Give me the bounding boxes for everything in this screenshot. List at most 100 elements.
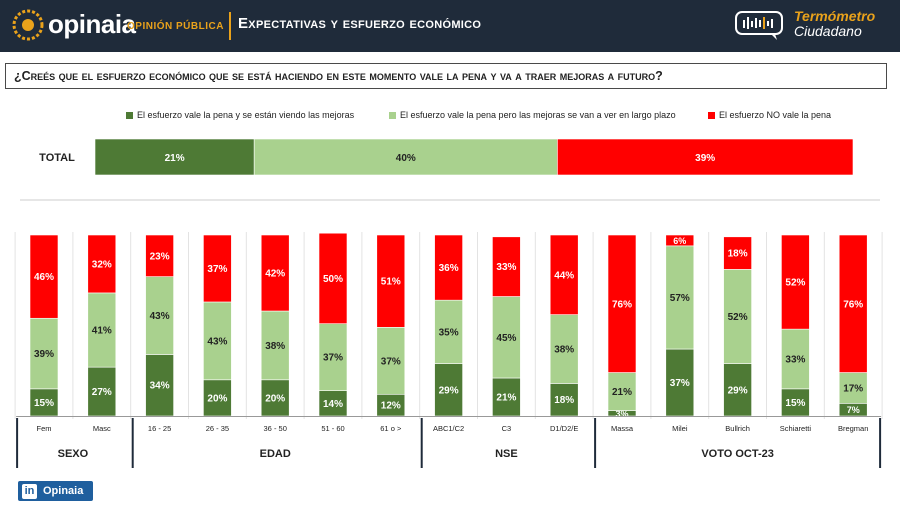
- legend-label-3: El esfuerzo NO vale la pena: [719, 110, 832, 120]
- total-bar-segment-1: [94, 138, 255, 176]
- category-label: 36 - 50: [264, 424, 287, 433]
- question-text: ¿Creés que el esfuerzo económico que se …: [14, 69, 663, 83]
- data-label-3-3: 23%: [150, 251, 170, 262]
- category-label: 16 - 25: [148, 424, 171, 433]
- data-label-3-5: 42%: [265, 269, 285, 280]
- bar-segment-1-2: [87, 366, 117, 417]
- data-label-2-8: 35%: [439, 327, 459, 338]
- bar-segment-1-4: [203, 379, 232, 417]
- data-label-2-5: 38%: [265, 341, 285, 352]
- total-data-label-1: 21%: [165, 153, 185, 164]
- legend-label-2: El esfuerzo vale la pena pero las mejora…: [400, 110, 676, 120]
- data-label-2-15: 17%: [843, 383, 863, 394]
- bar-segment-1-13: [723, 363, 752, 417]
- group-label-3: NSE: [495, 448, 518, 460]
- data-label-2-11: 21%: [612, 387, 632, 398]
- bar-segment-2-14: [781, 328, 810, 390]
- data-label-1-11: 3%: [615, 409, 628, 419]
- bar-segment-2-6: [318, 323, 348, 391]
- data-label-2-3: 43%: [150, 311, 170, 322]
- data-label-3-13: 18%: [728, 249, 748, 260]
- bar-segment-3-7: [376, 234, 406, 328]
- bar-segment-1-12: [665, 348, 695, 417]
- data-label-1-10: 18%: [554, 395, 574, 406]
- data-label-1-5: 20%: [265, 393, 285, 404]
- group-label-4: VOTO OCT-23: [701, 448, 774, 460]
- total-bar-segment-2: [253, 138, 558, 176]
- data-label-3-1: 46%: [34, 272, 54, 283]
- bar-segment-3-3: [145, 234, 174, 277]
- linkedin-badge[interactable]: in Opinaia: [18, 481, 93, 501]
- legend-label-1: El esfuerzo vale la pena y se están vien…: [137, 110, 355, 120]
- speech-bubble-icon: [735, 11, 783, 40]
- header-divider: [229, 12, 231, 40]
- bar-segment-3-10: [549, 234, 579, 315]
- bar-segment-2-7: [376, 327, 406, 395]
- question-box: ¿Creés que el esfuerzo económico que se …: [5, 63, 887, 89]
- data-label-1-1: 15%: [34, 398, 54, 409]
- data-label-3-10: 44%: [554, 270, 574, 281]
- page-title: Expectativas y esfuerzo económico: [238, 15, 482, 32]
- data-label-3-14: 52%: [785, 278, 805, 289]
- brand-subtitle: OPINIÓN PÚBLICA: [127, 21, 224, 32]
- data-label-3-15: 76%: [843, 299, 863, 310]
- data-label-3-9: 33%: [496, 262, 516, 273]
- bar-segment-3-13: [723, 236, 752, 270]
- bar-segment-2-10: [549, 314, 579, 384]
- data-label-1-4: 20%: [207, 393, 227, 404]
- bar-segment-3-2: [87, 234, 117, 294]
- bar-segment-3-5: [260, 234, 290, 312]
- data-label-2-7: 37%: [381, 356, 401, 367]
- data-label-2-12: 57%: [670, 293, 690, 304]
- data-label-2-14: 33%: [785, 354, 805, 365]
- data-label-1-2: 27%: [92, 387, 112, 398]
- data-label-1-7: 12%: [381, 401, 401, 412]
- data-label-2-13: 52%: [728, 312, 748, 323]
- bar-segment-3-1: [29, 234, 59, 319]
- badge-line2: Ciudadano: [794, 23, 862, 39]
- data-label-1-3: 34%: [150, 381, 170, 392]
- category-label: D1/D2/E: [550, 424, 578, 433]
- category-label: ABC1/C2: [433, 424, 464, 433]
- bar-segment-2-3: [145, 276, 174, 355]
- data-label-3-4: 37%: [207, 264, 227, 275]
- category-label: Masc: [93, 424, 111, 433]
- data-label-2-1: 39%: [34, 349, 54, 360]
- bar-segment-2-15: [838, 372, 868, 404]
- category-label: Milei: [672, 424, 688, 433]
- category-label: Massa: [611, 424, 634, 433]
- bar-segment-3-15: [838, 234, 868, 373]
- data-label-1-6: 14%: [323, 399, 343, 410]
- badge-line1: Termómetro: [794, 8, 876, 24]
- data-label-1-9: 21%: [496, 392, 516, 403]
- total-label: TOTAL: [39, 152, 75, 164]
- opinaia-logo-icon: [12, 9, 44, 41]
- legend-item-1: El esfuerzo vale la pena y se están vien…: [126, 108, 354, 122]
- legend-swatch-light-green: [389, 111, 396, 119]
- data-label-1-14: 15%: [785, 398, 805, 409]
- bar-segment-1-14: [781, 388, 810, 417]
- group-label-2: EDAD: [260, 448, 291, 460]
- legend-swatch-dark-green: [126, 111, 133, 119]
- data-label-3-12: 6%: [673, 236, 686, 246]
- data-label-2-9: 45%: [496, 333, 516, 344]
- category-label: Bullrich: [725, 424, 750, 433]
- bar-segment-3-14: [781, 234, 810, 330]
- data-label-3-2: 32%: [92, 259, 112, 270]
- legend-swatch-red: [708, 111, 715, 119]
- bar-segment-3-4: [203, 234, 232, 303]
- bar-segment-1-3: [145, 354, 174, 417]
- category-label: Bregman: [838, 424, 868, 433]
- linkedin-icon: in: [22, 483, 37, 499]
- brand-name: opinaia: [48, 9, 136, 39]
- bar-segment-3-8: [434, 234, 463, 301]
- category-label: 61 o >: [380, 424, 402, 433]
- category-label: C3: [502, 424, 512, 433]
- data-label-2-6: 37%: [323, 353, 343, 364]
- header-bar: opinaia OPINIÓN PÚBLICA Expectativas y e…: [0, 0, 900, 52]
- data-label-2-2: 41%: [92, 326, 112, 337]
- data-label-3-11: 76%: [612, 299, 632, 310]
- bar-segment-3-9: [492, 236, 521, 297]
- group-label-1: SEXO: [58, 448, 89, 460]
